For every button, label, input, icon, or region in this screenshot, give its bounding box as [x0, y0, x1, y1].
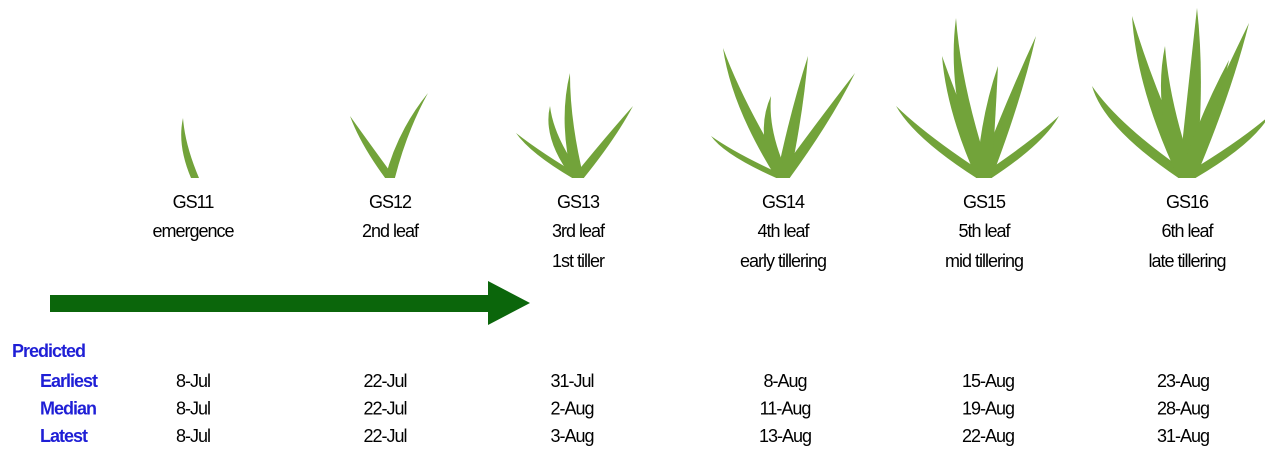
date: 15-Aug [962, 371, 1014, 391]
row-label: Median [40, 398, 96, 418]
stage-code: GS13 [557, 192, 600, 212]
date: 31-Jul [550, 371, 593, 391]
stage-code: GS15 [963, 192, 1006, 212]
diagram: GS11 emergence GS12 2nd leaf GS13 3rd leaf 1st… [0, 0, 1265, 450]
stage-code: GS16 [1166, 192, 1209, 212]
row-label: Earliest [40, 371, 98, 391]
date: 22-Aug [962, 426, 1014, 446]
arrow-head [488, 281, 530, 325]
stage-description: late tillering [1148, 251, 1225, 271]
stage-description: 1st tiller [552, 251, 605, 271]
date: 8-Jul [176, 371, 210, 391]
date: 11-Aug [760, 398, 811, 418]
row-label: Latest [40, 426, 88, 446]
date: 19-Aug [962, 398, 1014, 418]
predicted-title: Predicted [12, 341, 85, 361]
stage-code: GS12 [369, 192, 412, 212]
leaf [181, 118, 199, 178]
date: 2-Aug [550, 398, 593, 418]
date: 8-Aug [763, 371, 806, 391]
date: 28-Aug [1157, 398, 1209, 418]
date: 8-Jul [176, 398, 210, 418]
stage-description: 5th leaf [958, 221, 1011, 241]
date: 22-Jul [363, 371, 406, 391]
stage-description: early tillering [740, 251, 826, 271]
leaf [572, 106, 633, 178]
progress-arrow [50, 281, 530, 325]
stage-description: 4th leaf [757, 221, 810, 241]
date: 23-Aug [1157, 371, 1209, 391]
date: 22-Jul [363, 426, 406, 446]
stage-code: GS11 [173, 192, 215, 212]
stage-code: GS14 [762, 192, 805, 212]
date: 22-Jul [363, 398, 406, 418]
date: 13-Aug [759, 426, 811, 446]
stage-description: 2nd leaf [362, 221, 420, 241]
stage-description: 3rd leaf [552, 221, 606, 241]
stage-description: emergence [152, 221, 234, 241]
date: 31-Aug [1157, 426, 1209, 446]
arrow-shaft [50, 295, 495, 312]
date: 8-Jul [176, 426, 210, 446]
stage-description: 6th leaf [1161, 221, 1214, 241]
stage-description: mid tillering [945, 251, 1023, 271]
leaf [385, 93, 428, 178]
date: 3-Aug [550, 426, 593, 446]
